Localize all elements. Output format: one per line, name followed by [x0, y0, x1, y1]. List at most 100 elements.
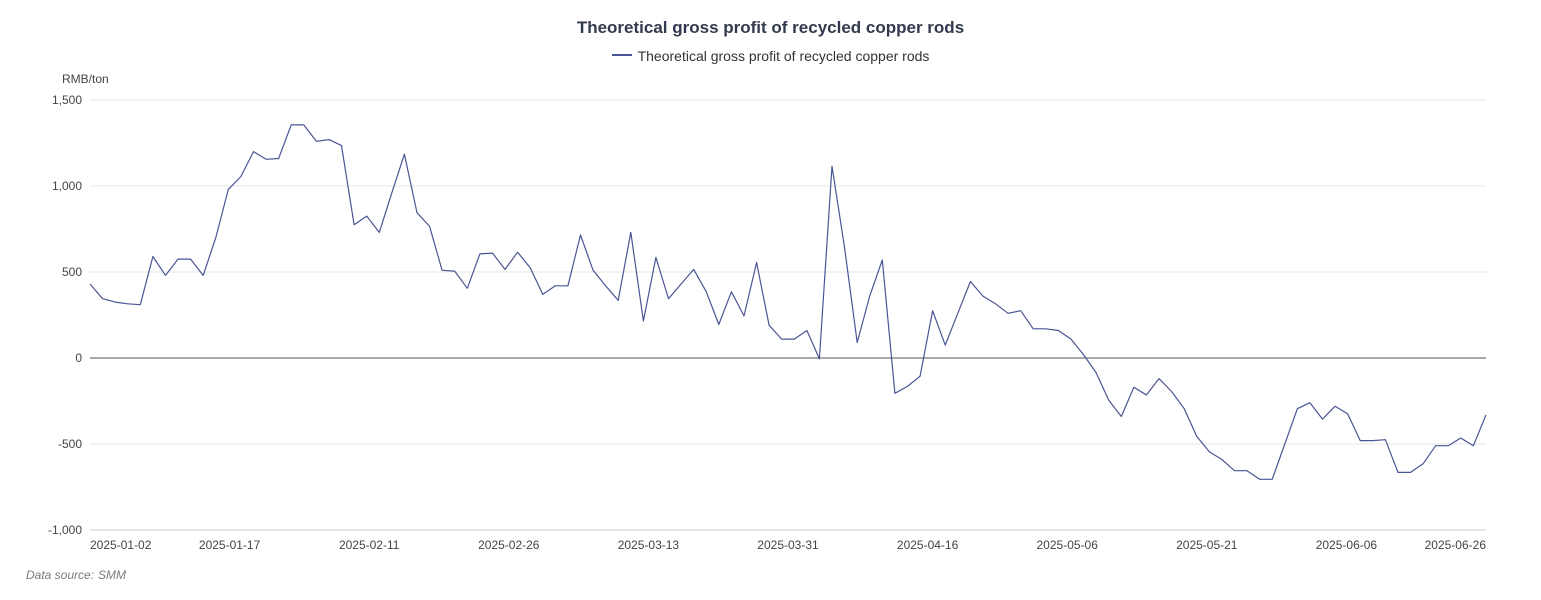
data-point[interactable]	[906, 384, 910, 388]
data-point[interactable]	[1144, 393, 1148, 397]
data-point[interactable]	[390, 191, 394, 195]
data-point[interactable]	[1321, 417, 1325, 421]
data-point[interactable]	[1396, 470, 1400, 474]
data-point[interactable]	[1082, 353, 1086, 357]
data-point[interactable]	[503, 267, 507, 271]
data-point[interactable]	[717, 323, 721, 327]
legend[interactable]: Theoretical gross profit of recycled cop…	[0, 48, 1541, 64]
data-point[interactable]	[1446, 444, 1450, 448]
data-point[interactable]	[1258, 477, 1262, 481]
data-point[interactable]	[1031, 327, 1035, 331]
data-point[interactable]	[994, 302, 998, 306]
data-point[interactable]	[1170, 390, 1174, 394]
data-point[interactable]	[755, 261, 759, 265]
data-point[interactable]	[1270, 477, 1274, 481]
data-point[interactable]	[302, 123, 306, 127]
data-point[interactable]	[1182, 407, 1186, 411]
data-point[interactable]	[1233, 469, 1237, 473]
data-point[interactable]	[365, 214, 369, 218]
data-point[interactable]	[943, 343, 947, 347]
data-point[interactable]	[1358, 439, 1362, 443]
data-point[interactable]	[679, 282, 683, 286]
data-point[interactable]	[478, 252, 482, 256]
data-point[interactable]	[1220, 458, 1224, 462]
data-point[interactable]	[1044, 327, 1048, 331]
data-point[interactable]	[1346, 412, 1350, 416]
data-point[interactable]	[579, 233, 583, 237]
data-point[interactable]	[516, 250, 520, 254]
data-point[interactable]	[1409, 470, 1413, 474]
data-point[interactable]	[742, 314, 746, 318]
data-point[interactable]	[465, 286, 469, 290]
data-point[interactable]	[729, 290, 733, 294]
data-point[interactable]	[164, 273, 168, 277]
data-point[interactable]	[1069, 337, 1073, 341]
data-point[interactable]	[1459, 436, 1463, 440]
data-point[interactable]	[101, 297, 105, 301]
data-point[interactable]	[1132, 385, 1136, 389]
data-point[interactable]	[817, 357, 821, 361]
data-point[interactable]	[956, 311, 960, 315]
data-point[interactable]	[1308, 401, 1312, 405]
data-point[interactable]	[1371, 439, 1375, 443]
data-point[interactable]	[189, 257, 193, 261]
data-point[interactable]	[1207, 450, 1211, 454]
data-point[interactable]	[1333, 404, 1337, 408]
data-point[interactable]	[214, 236, 218, 240]
data-point[interactable]	[1157, 377, 1161, 381]
data-point[interactable]	[289, 123, 293, 127]
data-point[interactable]	[604, 284, 608, 288]
data-point[interactable]	[1434, 444, 1438, 448]
data-point[interactable]	[1019, 309, 1023, 313]
data-point[interactable]	[868, 294, 872, 298]
data-point[interactable]	[931, 309, 935, 313]
data-point[interactable]	[402, 152, 406, 156]
data-point[interactable]	[553, 284, 557, 288]
data-point[interactable]	[981, 294, 985, 298]
data-point[interactable]	[1056, 329, 1060, 333]
data-point[interactable]	[667, 297, 671, 301]
data-point[interactable]	[239, 175, 243, 179]
data-point[interactable]	[88, 282, 92, 286]
data-point[interactable]	[566, 284, 570, 288]
data-point[interactable]	[352, 223, 356, 227]
data-point[interactable]	[440, 268, 444, 272]
data-point[interactable]	[629, 230, 633, 234]
data-point[interactable]	[113, 300, 117, 304]
data-point[interactable]	[541, 292, 545, 296]
data-point[interactable]	[805, 329, 809, 333]
data-point[interactable]	[314, 139, 318, 143]
data-point[interactable]	[1471, 444, 1475, 448]
data-point[interactable]	[491, 251, 495, 255]
data-point[interactable]	[968, 280, 972, 284]
data-point[interactable]	[377, 230, 381, 234]
data-point[interactable]	[1484, 413, 1488, 417]
data-point[interactable]	[252, 150, 256, 154]
data-point[interactable]	[151, 255, 155, 259]
data-point[interactable]	[591, 268, 595, 272]
data-point[interactable]	[1421, 462, 1425, 466]
data-point[interactable]	[880, 258, 884, 262]
data-point[interactable]	[1245, 469, 1249, 473]
data-point[interactable]	[340, 144, 344, 148]
data-point[interactable]	[201, 273, 205, 277]
data-point[interactable]	[226, 187, 230, 191]
data-point[interactable]	[1283, 442, 1287, 446]
data-point[interactable]	[654, 255, 658, 259]
data-point[interactable]	[1195, 434, 1199, 438]
data-point[interactable]	[792, 337, 796, 341]
data-point[interactable]	[176, 257, 180, 261]
data-point[interactable]	[528, 266, 532, 270]
data-point[interactable]	[692, 267, 696, 271]
data-point[interactable]	[428, 224, 432, 228]
data-point[interactable]	[1295, 407, 1299, 411]
series-line[interactable]	[89, 124, 1487, 480]
data-point[interactable]	[126, 302, 130, 306]
data-point[interactable]	[415, 211, 419, 215]
data-point[interactable]	[1119, 415, 1123, 419]
data-point[interactable]	[138, 303, 142, 307]
data-point[interactable]	[264, 157, 268, 161]
data-point[interactable]	[704, 290, 708, 294]
data-point[interactable]	[918, 374, 922, 378]
data-point[interactable]	[327, 138, 331, 142]
